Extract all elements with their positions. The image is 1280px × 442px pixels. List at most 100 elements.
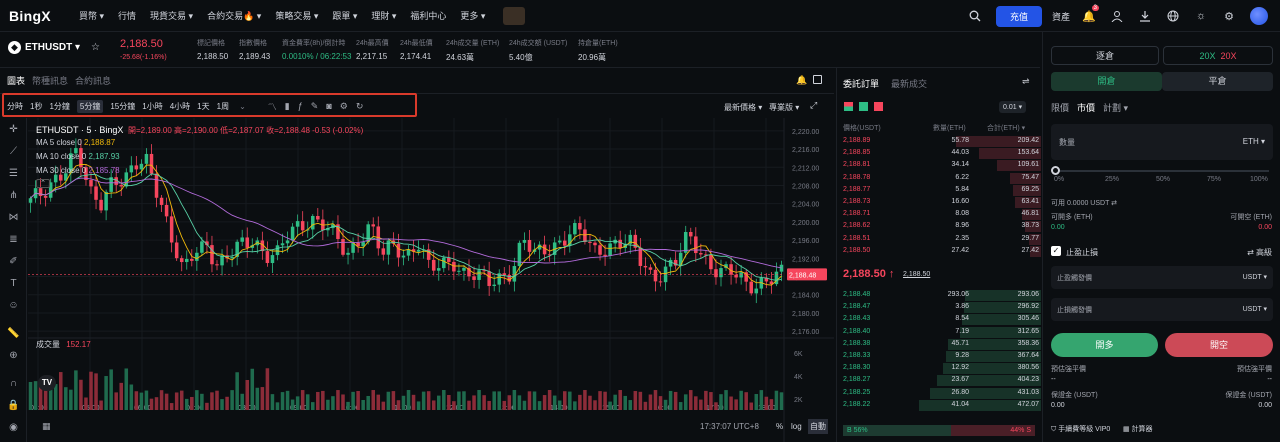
orderbook-settings-icon[interactable]: ⇌ (1022, 76, 1030, 86)
favorite-star-icon[interactable]: ☆ (91, 42, 100, 53)
slider-mark[interactable]: 0% (1054, 176, 1065, 183)
trendline-icon[interactable]: ⟋ (10, 146, 17, 157)
ask-row[interactable]: 2,188.71 8.08 46.81 (843, 209, 1041, 221)
panel-layout-icon[interactable] (813, 75, 822, 84)
calculator-link[interactable]: ▦ 計算器 (1123, 426, 1153, 433)
nav-item-1[interactable]: 行情 (118, 11, 137, 21)
pattern-icon[interactable]: ⋈ (8, 212, 19, 223)
pitchfork-icon[interactable]: ⋔ (9, 190, 18, 201)
user-icon[interactable] (1106, 5, 1128, 27)
text-icon[interactable]: T (10, 278, 17, 289)
bid-row[interactable]: 2,188.40 7.19 312.65 (843, 326, 1041, 339)
alert-bell-icon[interactable]: 🔔 (796, 75, 808, 85)
nav-item-3[interactable]: 合約交易🔥 ▾ (207, 11, 262, 21)
leverage-button[interactable]: 20X 20X (1163, 46, 1273, 65)
asks-view-icon[interactable] (874, 102, 883, 111)
stop-loss-field[interactable]: 止損觸發價 USDT ▾ (1051, 298, 1273, 321)
open-long-button[interactable]: 開多 (1051, 333, 1158, 357)
timeframe-more-icon[interactable]: ⌄ (239, 101, 246, 111)
globe-icon[interactable] (1162, 5, 1184, 27)
theme-sun-icon[interactable]: ☼ (1195, 10, 1207, 22)
avatar[interactable] (1250, 7, 1268, 25)
price-type-select[interactable]: 最新價格 ▾ (724, 103, 763, 112)
calendar-icon[interactable]: ▦ (42, 421, 51, 431)
ask-row[interactable]: 2,188.51 2.35 29.77 (843, 233, 1041, 246)
precision-select[interactable]: 0.01 ▾ (999, 101, 1027, 113)
bid-row[interactable]: 2,188.48 293.06 293.06 (843, 290, 1041, 302)
lock-icon[interactable]: 🔒 (7, 400, 20, 411)
bell-icon[interactable]: 🔔 3 (1082, 5, 1099, 23)
indicator-icon[interactable]: 〽 (267, 101, 277, 112)
nav-item-8[interactable]: 更多 ▾ (460, 11, 486, 21)
ask-row[interactable]: 2,188.62 8.96 38.73 (843, 221, 1041, 233)
ruler-icon[interactable]: 📏 (7, 328, 20, 339)
slider-mark[interactable]: 25% (1105, 176, 1120, 183)
nav-item-0[interactable]: 買幣 ▾ (79, 11, 105, 21)
quantity-field[interactable]: 數量 ETH ▾ (1051, 124, 1273, 160)
quantity-unit-select[interactable]: ETH ▾ (1242, 137, 1265, 146)
slider-handle[interactable] (1051, 166, 1060, 175)
magnet-icon[interactable]: ∩ (9, 378, 18, 389)
nav-item-2[interactable]: 現貨交易 ▾ (150, 11, 194, 21)
sl-unit[interactable]: USDT ▾ (1242, 306, 1267, 313)
both-view-icon[interactable] (844, 102, 853, 111)
download-icon[interactable] (1134, 5, 1156, 27)
timeframe-1[interactable]: 1秒 (30, 101, 43, 111)
draw-icon[interactable]: ✎ (310, 100, 319, 111)
slider-mark[interactable]: 100% (1250, 176, 1268, 183)
timeframe-8[interactable]: 1周 (216, 101, 230, 111)
bid-row[interactable]: 2,188.27 23.67 404.23 (843, 375, 1041, 387)
chart-tab-0[interactable]: 圖表 (7, 76, 26, 86)
open-tab[interactable]: 開倉 (1051, 72, 1162, 91)
timeframe-4[interactable]: 15分鐘 (110, 101, 136, 111)
assets-link[interactable]: 資產 (1051, 11, 1070, 22)
search-icon[interactable] (964, 5, 986, 27)
margin-mode-button[interactable]: 逐倉 (1051, 46, 1159, 65)
timeframe-7[interactable]: 1天 (197, 101, 210, 111)
timeframe-6[interactable]: 4小時 (169, 101, 191, 111)
symbol-selector[interactable]: ETHUSDT ▾ (25, 42, 81, 53)
fx-icon[interactable]: ƒ (297, 101, 303, 111)
tpsl-checkbox[interactable]: ✓ (1051, 246, 1061, 256)
brush-icon[interactable]: ✐ (9, 256, 18, 267)
orderbook-tab-1[interactable]: 最新成交 (891, 79, 928, 89)
view-mode-select[interactable]: 專業版 ▾ (769, 103, 800, 112)
timeframe-2[interactable]: 1分鐘 (49, 101, 70, 111)
bid-row[interactable]: 2,188.47 3.86 296.92 (843, 302, 1041, 314)
horizontal-lines-icon[interactable]: ☰ (9, 168, 18, 179)
ask-row[interactable]: 2,188.78 6.22 75.47 (843, 172, 1041, 185)
tpsl-advanced-link[interactable]: ⇄ 高級 (1247, 248, 1272, 257)
reset-icon[interactable]: ↻ (355, 100, 364, 111)
fib-icon[interactable]: ≣ (9, 234, 18, 245)
open-short-button[interactable]: 開空 (1165, 333, 1273, 357)
logo[interactable]: BingX (9, 7, 51, 24)
tp-unit[interactable]: USDT ▾ (1242, 274, 1267, 281)
timeframe-5[interactable]: 1小時 (142, 101, 163, 111)
ask-row[interactable]: 2,188.50 27.42 27.42 (843, 245, 1041, 258)
bid-row[interactable]: 2,188.38 45.71 358.36 (843, 338, 1041, 351)
bid-row[interactable]: 2,188.43 8.54 305.46 (843, 314, 1041, 326)
orderbook-tab-0[interactable]: 委託訂單 (843, 79, 880, 89)
percent-toggle[interactable]: % (776, 422, 784, 431)
legend-collapse-icon[interactable]: ⌃ (36, 179, 50, 188)
slider-mark[interactable]: 75% (1207, 176, 1222, 183)
timeframe-0[interactable]: 分時 (7, 101, 23, 111)
bid-row[interactable]: 2,188.30 12.92 380.56 (843, 363, 1041, 375)
timeframe-3[interactable]: 5分鐘 (76, 99, 104, 113)
ask-row[interactable]: 2,188.77 5.84 69.25 (843, 184, 1041, 197)
chart-tab-2[interactable]: 合約訊息 (75, 76, 112, 86)
candlestick-chart[interactable]: 2,220.00 2,216.00 2,212.00 2,208.00 2,204.00… (28, 118, 834, 442)
zoom-icon[interactable]: ⊕ (9, 350, 18, 361)
chart-tab-1[interactable]: 幣種訊息 (32, 76, 69, 86)
order-type-1[interactable]: 市價 (1077, 103, 1096, 113)
crosshair-icon[interactable]: ✛ (9, 124, 18, 135)
tradingview-logo[interactable]: TV (38, 375, 56, 391)
nav-item-7[interactable]: 福利中心 (410, 11, 447, 21)
bids-view-icon[interactable] (859, 102, 868, 111)
emoji-icon[interactable]: ☺ (8, 300, 19, 311)
auto-toggle[interactable]: 自動 (808, 419, 828, 434)
ask-row[interactable]: 2,188.73 16.60 63.41 (843, 197, 1041, 209)
deposit-button[interactable]: 充值 (995, 5, 1042, 27)
fee-level-link[interactable]: ⛉ 手續費等級 VIP0 (1051, 426, 1111, 433)
ask-row[interactable]: 2,188.81 34.14 109.61 (843, 160, 1041, 172)
